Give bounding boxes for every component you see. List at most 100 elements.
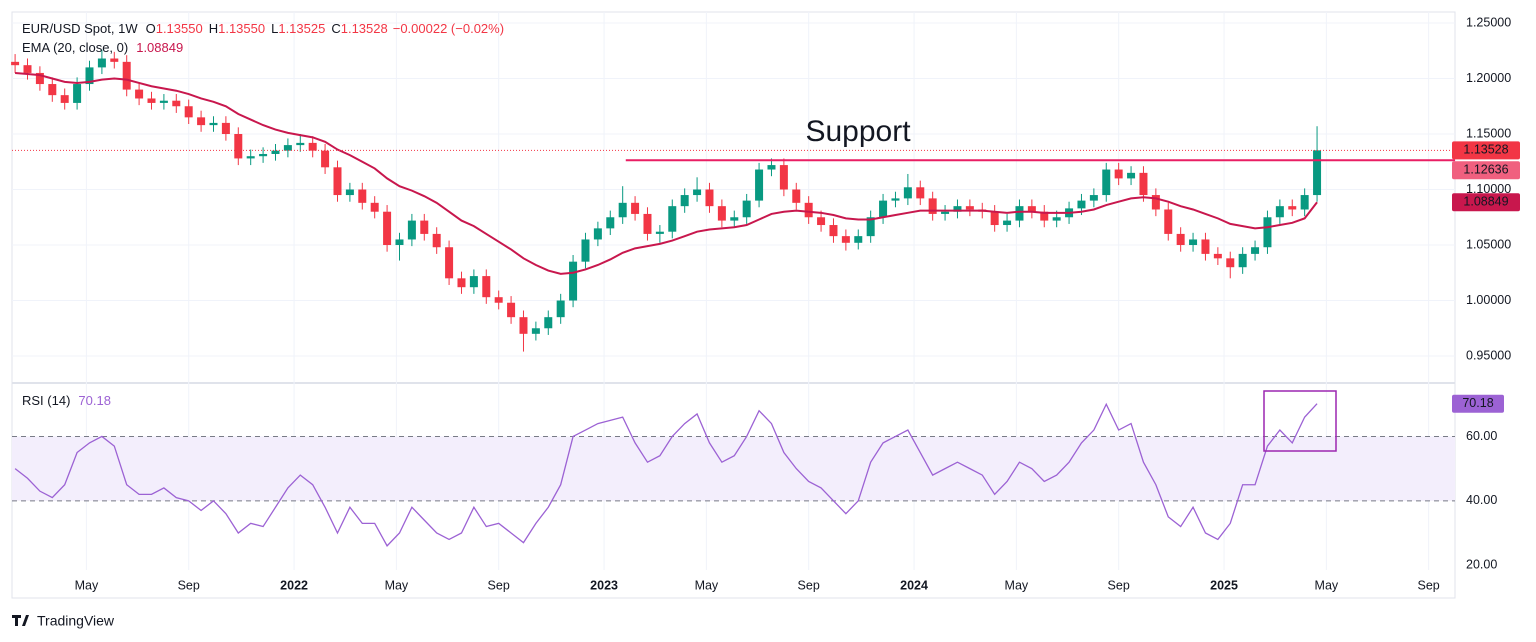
ohlc-value: 1.13550 (218, 21, 265, 36)
candle-body (321, 150, 330, 168)
candle-body (1263, 217, 1272, 248)
candle-body (246, 156, 255, 159)
ohlc-key: H (209, 21, 218, 36)
x-tick-label: 2024 (900, 578, 928, 592)
y-tick-label: 1.10000 (1466, 182, 1511, 196)
candle-body (1164, 209, 1173, 234)
candle-body (1300, 195, 1309, 210)
candle-body (11, 61, 20, 66)
legend-ema: EMA (20, close, 0) 1.08849 (22, 40, 183, 55)
candle-body (1077, 200, 1086, 209)
candle-body (928, 198, 937, 214)
candle-body (110, 58, 119, 62)
x-tick-label: Sep (1108, 578, 1130, 592)
candle-body (1226, 258, 1235, 268)
logo: TradingView (12, 613, 115, 629)
rsi-line (14, 402, 1318, 547)
ema-label-box (1452, 193, 1520, 212)
candle-body (122, 61, 131, 90)
candle-body (234, 134, 243, 159)
rsi-name: RSI (14) (22, 393, 70, 408)
candle-body (507, 302, 516, 318)
candle-body (1089, 195, 1098, 201)
candle-body (85, 67, 94, 85)
marks (11, 49, 1455, 547)
candle-body (767, 165, 776, 170)
candle-body (1003, 220, 1012, 226)
x-tick-label: May (695, 578, 719, 592)
ohlc-key: O (146, 21, 156, 36)
candle-body (172, 100, 181, 107)
candle-body (209, 122, 218, 126)
candle-body (581, 239, 590, 262)
candle-body (693, 189, 702, 196)
candle-body (1251, 247, 1260, 254)
candle-body (147, 98, 156, 103)
candle-body (1127, 172, 1136, 179)
candle-body (296, 142, 305, 146)
candle-body (606, 217, 615, 229)
x-tick-label: May (1315, 578, 1339, 592)
candle-body (618, 202, 627, 218)
rsi-tick-label: 20.00 (1466, 557, 1497, 571)
candle-body (1238, 253, 1247, 268)
x-tick-label: Sep (178, 578, 200, 592)
candle-body (730, 217, 739, 221)
ema-label: 1.08849 (1463, 195, 1508, 209)
support-label: 1.12636 (1463, 163, 1508, 177)
ohlc-value: 1.13525 (278, 21, 325, 36)
candle-body (1102, 169, 1111, 196)
candle-body (345, 189, 354, 196)
x-tick-label: May (1005, 578, 1029, 592)
candle-body (159, 100, 168, 103)
legend-rsi: RSI (14) 70.18 (22, 393, 111, 408)
candle-body (73, 84, 82, 103)
candle-body (680, 195, 689, 207)
logo-icon (12, 615, 29, 626)
grid (12, 12, 1455, 570)
last-price-label-box (1452, 141, 1520, 160)
x-tick-label: 2025 (1210, 578, 1238, 592)
candle-body (35, 72, 44, 85)
candle-body (445, 247, 454, 279)
candle-body (779, 165, 788, 190)
y-tick-label: 1.15000 (1466, 126, 1511, 140)
candle-body (916, 187, 925, 199)
candle-body (469, 276, 478, 288)
candle-body (420, 220, 429, 234)
candle-body (643, 213, 652, 234)
y-tick-label: 1.00000 (1466, 293, 1511, 307)
candle-body (184, 106, 193, 118)
ohlc-value: 1.13550 (156, 21, 203, 36)
rsi-value: 70.18 (78, 393, 111, 408)
candle-body (891, 198, 900, 201)
candle-body (407, 220, 416, 240)
candle-body (1189, 239, 1198, 246)
candle-body (841, 236, 850, 243)
candle-body (1015, 206, 1024, 221)
x-tick-label: 2023 (590, 578, 618, 592)
candle-body (1151, 195, 1160, 210)
x-tick-label: Sep (798, 578, 820, 592)
candle-body (953, 206, 962, 212)
y-tick-label: 1.20000 (1466, 71, 1511, 85)
candle-body (631, 202, 640, 214)
candle-body (705, 189, 714, 207)
candle-body (717, 206, 726, 221)
highlight-box (1263, 390, 1337, 452)
candle-body (941, 211, 950, 214)
legend-header: EUR/USD Spot, 1W O1.13550 H1.13550 L1.13525… (22, 21, 504, 36)
candle-body (1313, 150, 1322, 196)
candle-body (593, 228, 602, 240)
change: −0.00022 (−0.02%) (393, 21, 504, 36)
candle-body (395, 239, 404, 246)
candle-body (457, 278, 466, 288)
support-text: Support (805, 115, 911, 148)
x-tick-label: May (75, 578, 99, 592)
candle-body (370, 202, 379, 212)
candle-body (755, 169, 764, 201)
candle-body (866, 217, 875, 237)
candle-body (1201, 239, 1210, 254)
candle-body (668, 206, 677, 232)
candle-body (23, 65, 32, 73)
